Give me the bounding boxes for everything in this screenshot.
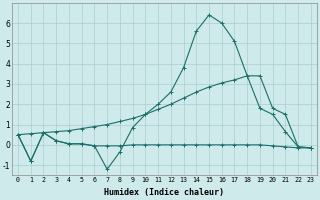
- X-axis label: Humidex (Indice chaleur): Humidex (Indice chaleur): [104, 188, 224, 197]
